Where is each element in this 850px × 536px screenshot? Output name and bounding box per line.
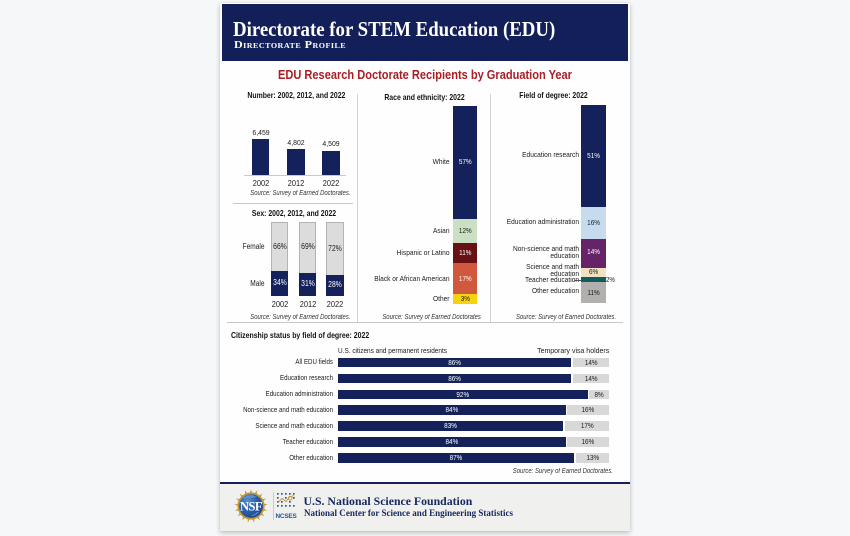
svg-text:NSF: NSF <box>239 500 262 514</box>
